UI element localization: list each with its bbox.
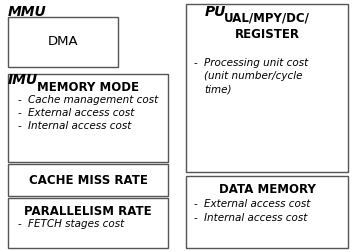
Text: Cache management cost: Cache management cost bbox=[28, 94, 158, 105]
FancyBboxPatch shape bbox=[8, 164, 168, 196]
Text: MMU: MMU bbox=[8, 5, 47, 19]
Text: IMU: IMU bbox=[8, 73, 38, 87]
Text: PU: PU bbox=[205, 5, 226, 19]
Text: MEMORY MODE: MEMORY MODE bbox=[37, 81, 139, 94]
Text: -: - bbox=[18, 218, 22, 228]
Text: -: - bbox=[194, 58, 198, 68]
Text: FETCH stages cost: FETCH stages cost bbox=[28, 218, 124, 228]
FancyBboxPatch shape bbox=[8, 75, 168, 162]
Text: PARALLELISM RATE: PARALLELISM RATE bbox=[24, 204, 152, 217]
Text: Internal access cost: Internal access cost bbox=[204, 212, 307, 222]
Text: -: - bbox=[18, 108, 22, 117]
Text: -: - bbox=[194, 212, 198, 222]
Text: DATA MEMORY: DATA MEMORY bbox=[219, 182, 315, 195]
FancyBboxPatch shape bbox=[8, 198, 168, 248]
FancyBboxPatch shape bbox=[186, 5, 348, 172]
Text: DMA: DMA bbox=[48, 34, 78, 47]
Text: -: - bbox=[18, 120, 22, 131]
Text: External access cost: External access cost bbox=[204, 198, 310, 208]
Text: -: - bbox=[18, 94, 22, 105]
Text: UAL/MPY/DC/
REGISTER: UAL/MPY/DC/ REGISTER bbox=[224, 11, 310, 41]
Text: CACHE MISS RATE: CACHE MISS RATE bbox=[28, 173, 147, 186]
FancyBboxPatch shape bbox=[8, 18, 118, 68]
Text: Internal access cost: Internal access cost bbox=[28, 120, 131, 131]
Text: Processing unit cost
(unit number/cycle
time): Processing unit cost (unit number/cycle … bbox=[204, 58, 308, 94]
FancyBboxPatch shape bbox=[186, 176, 348, 248]
Text: External access cost: External access cost bbox=[28, 108, 134, 117]
Text: -: - bbox=[194, 198, 198, 208]
